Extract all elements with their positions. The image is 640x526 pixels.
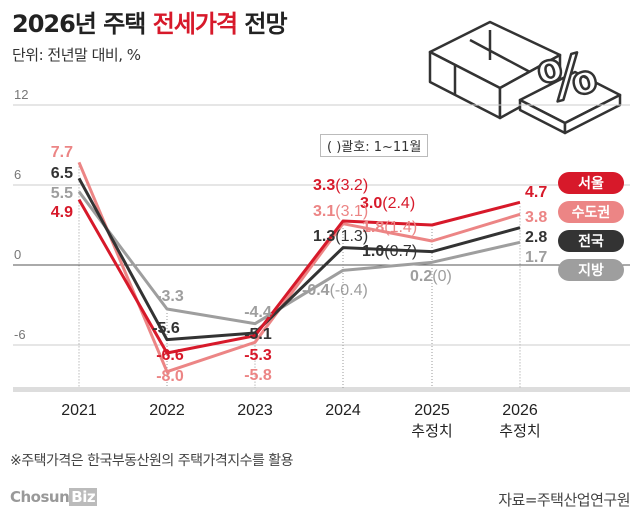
legend-pill-수도권 bbox=[558, 201, 624, 223]
x-tick-label: 2023 bbox=[237, 402, 273, 419]
data-label: 6.5 bbox=[51, 165, 73, 182]
data-label: 5.5 bbox=[51, 185, 73, 202]
y-tick-label: 0 bbox=[14, 247, 21, 262]
jan-nov-label: (-0.4) bbox=[330, 282, 368, 299]
data-label: -6.6 bbox=[156, 347, 184, 364]
x-tick-label: 2024 bbox=[325, 402, 361, 419]
legend-label: 지방 bbox=[578, 262, 604, 279]
x-tick-label: 2026 bbox=[502, 402, 538, 419]
footnote: ※주택가격은 한국부동산원의 주택가격지수를 활용 bbox=[10, 453, 294, 469]
series-line-서울 bbox=[77, 198, 521, 355]
source: 자료=주택산업연구원 bbox=[498, 491, 630, 509]
data-label: -4.4 bbox=[244, 304, 272, 321]
data-label: 0.2(0) bbox=[410, 268, 452, 285]
data-label: 7.7 bbox=[51, 144, 73, 161]
jan-nov-label: (3.2) bbox=[335, 177, 368, 194]
legend-pill-지방 bbox=[558, 259, 624, 281]
legend-label: 수도권 bbox=[572, 205, 611, 221]
jan-nov-label: (1.3) bbox=[335, 228, 368, 245]
x-tick-label: 2022 bbox=[149, 402, 185, 419]
data-label: -5.1 bbox=[244, 326, 272, 343]
unit-label: 단위: 전년말 대비, % bbox=[12, 46, 141, 64]
jan-nov-label: (3.1) bbox=[335, 203, 368, 220]
series-lines bbox=[77, 161, 521, 374]
data-label: 3.3(3.2) bbox=[313, 177, 368, 194]
y-tick-label: -6 bbox=[14, 327, 26, 342]
title-highlight: 전세가격 bbox=[152, 10, 238, 38]
x-tick-sublabel: 추정치 bbox=[411, 422, 452, 440]
x-tick-sublabel: 추정치 bbox=[499, 422, 540, 440]
title-part1: 2026년 주택 bbox=[12, 10, 153, 38]
data-label: 1.0(0.7) bbox=[362, 243, 417, 260]
data-label: 3.1(3.1) bbox=[313, 203, 368, 220]
y-tick-label: 12 bbox=[14, 87, 28, 102]
chart-title: 2026년 주택 전세가격 전망 bbox=[12, 4, 288, 39]
title-part2: 전망 bbox=[237, 10, 287, 38]
y-tick-label: 6 bbox=[14, 167, 21, 182]
data-label: -8.0 bbox=[156, 368, 184, 385]
series-line-전국 bbox=[77, 177, 521, 342]
house-percent-illustration: % bbox=[428, 20, 622, 135]
x-tick-label: 2025 bbox=[414, 402, 450, 419]
legend-label: 전국 bbox=[578, 233, 604, 250]
data-label: 2.8 bbox=[525, 229, 547, 246]
bracket-note: ( )괄호: 1~11월 bbox=[320, 134, 429, 157]
data-label: -0.4(-0.4) bbox=[302, 282, 368, 299]
data-labels: 4.9 -6.6 -5.3 3.3(3.2)3.0(2.4) 4.7 7.7 -8.0 -5.… bbox=[51, 144, 548, 385]
data-label: 4.9 bbox=[51, 204, 73, 221]
logo-biz: Biz bbox=[69, 488, 98, 506]
data-label: 1.8(1.4) bbox=[362, 219, 417, 236]
series-line-수도권 bbox=[77, 161, 521, 374]
series-line-지방 bbox=[77, 190, 521, 326]
legend-pill-서울 bbox=[558, 172, 624, 194]
data-label: -5.3 bbox=[244, 347, 272, 364]
jan-nov-label: (0) bbox=[432, 268, 452, 285]
x-tick-label: 2021 bbox=[61, 402, 97, 419]
data-label: -5.6 bbox=[152, 320, 180, 337]
data-label: -5.8 bbox=[244, 367, 272, 384]
data-label: 4.7 bbox=[525, 184, 547, 201]
grid: 12 6 0 -6 2021 2022 2023 2024 2025 추정치 2026 추정치 bbox=[13, 87, 630, 440]
data-label: 1.3(1.3) bbox=[313, 228, 368, 245]
legend-label: 서울 bbox=[578, 175, 604, 192]
logo-text: Chosun bbox=[10, 488, 70, 506]
chosunbiz-logo: Chosun Biz bbox=[10, 488, 98, 506]
legend-pill-전국 bbox=[558, 230, 624, 252]
data-label: 1.7 bbox=[525, 249, 547, 266]
jan-nov-label: (0.7) bbox=[384, 243, 417, 260]
jan-nov-label: (2.4) bbox=[382, 195, 415, 212]
data-label: 3.8 bbox=[525, 209, 547, 226]
x-axis-baseline bbox=[13, 387, 630, 392]
data-label: -3.3 bbox=[156, 288, 184, 305]
jan-nov-label: (1.4) bbox=[384, 219, 417, 236]
data-label: 3.0(2.4) bbox=[360, 195, 415, 212]
